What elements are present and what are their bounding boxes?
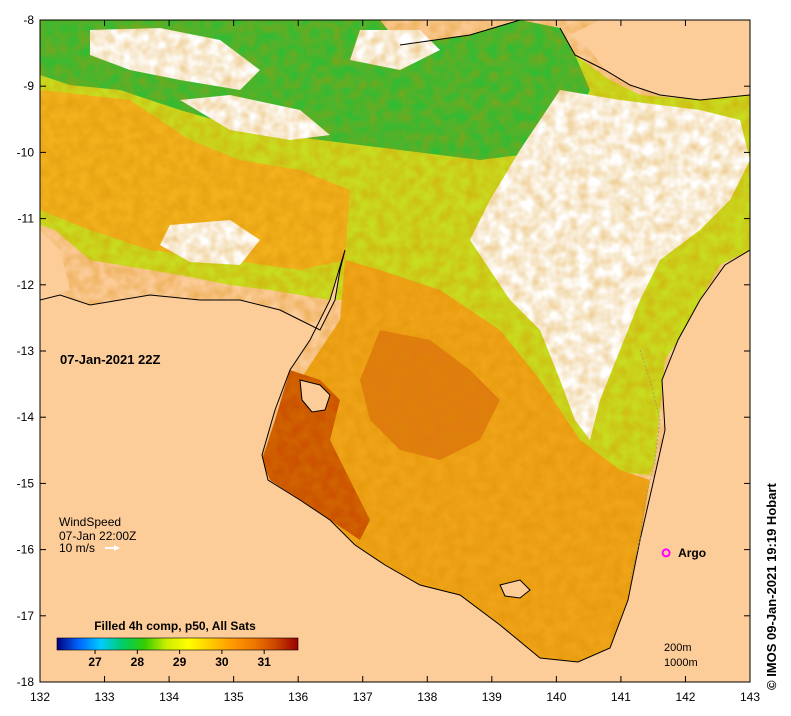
lat-tick-label: -14 xyxy=(17,410,35,424)
colorbar-tick-label: 31 xyxy=(257,655,271,669)
lon-tick-label: 137 xyxy=(353,690,373,704)
lon-tick-label: 141 xyxy=(611,690,631,704)
lat-tick-label: -9 xyxy=(23,79,34,93)
coastline-north xyxy=(399,20,750,101)
lat-tick-label: -16 xyxy=(17,543,35,557)
colorbar-ticks: 27 28 29 30 31 xyxy=(88,650,271,669)
lon-tick-label: 143 xyxy=(740,690,760,704)
land-north-arm xyxy=(40,230,70,300)
latitude-axis: -8 -9 -10 -11 -12 -13 -14 -15 -16 -17 -18 xyxy=(17,13,750,689)
longitude-axis: 132 133 134 135 136 137 138 139 140 141 142 143 xyxy=(30,20,760,704)
land-cape-york-east xyxy=(40,250,750,682)
lat-tick-label: -10 xyxy=(17,145,35,159)
colorbar-tick-label: 27 xyxy=(88,655,102,669)
colorbar-title: Filled 4h comp, p50, All Sats xyxy=(94,619,256,633)
colorbar-tick-label: 30 xyxy=(215,655,229,669)
map-data-layer xyxy=(40,20,750,682)
depth-contour-shallow: 200m xyxy=(664,642,692,654)
lon-tick-label: 133 xyxy=(95,690,115,704)
lat-tick-label: -15 xyxy=(17,476,35,490)
lon-tick-label: 132 xyxy=(30,690,50,704)
imos-credit: © IMOS 09-Jan-2021 19:19 Hobart xyxy=(764,483,779,690)
wind-arrow-icon xyxy=(105,545,120,551)
depth-contour xyxy=(629,349,661,581)
lat-tick-label: -13 xyxy=(17,344,35,358)
lon-tick-label: 142 xyxy=(675,690,695,704)
argo-label: Argo xyxy=(678,546,706,560)
lon-tick-label: 138 xyxy=(417,690,437,704)
wellesley-islands xyxy=(499,579,531,599)
wind-time: 07-Jan 22:00Z xyxy=(59,529,136,543)
lat-tick-label: -11 xyxy=(18,212,35,226)
lat-tick-label: -8 xyxy=(23,13,34,27)
lon-tick-label: 140 xyxy=(546,690,566,704)
colorbar-tick-label: 29 xyxy=(173,655,187,669)
lat-tick-label: -12 xyxy=(17,278,35,292)
lat-tick-label: -18 xyxy=(17,675,35,689)
lat-tick-label: -17 xyxy=(17,609,35,623)
depth-contour-deep: 1000m xyxy=(664,657,698,669)
land-cape-york xyxy=(570,20,750,100)
lon-tick-label: 139 xyxy=(482,690,502,704)
colorbar-tick-label: 28 xyxy=(131,655,145,669)
argo-float-icon xyxy=(661,548,671,558)
wind-title: WindSpeed xyxy=(59,515,121,529)
colorbar xyxy=(56,637,299,651)
groote-eylandt xyxy=(299,379,331,413)
lon-tick-label: 134 xyxy=(159,690,179,704)
timestamp: 07-Jan-2021 22Z xyxy=(60,352,161,367)
coastline xyxy=(40,249,750,663)
lon-tick-label: 136 xyxy=(288,690,308,704)
wind-scale: 10 m/s xyxy=(59,541,95,555)
lon-tick-label: 135 xyxy=(224,690,244,704)
